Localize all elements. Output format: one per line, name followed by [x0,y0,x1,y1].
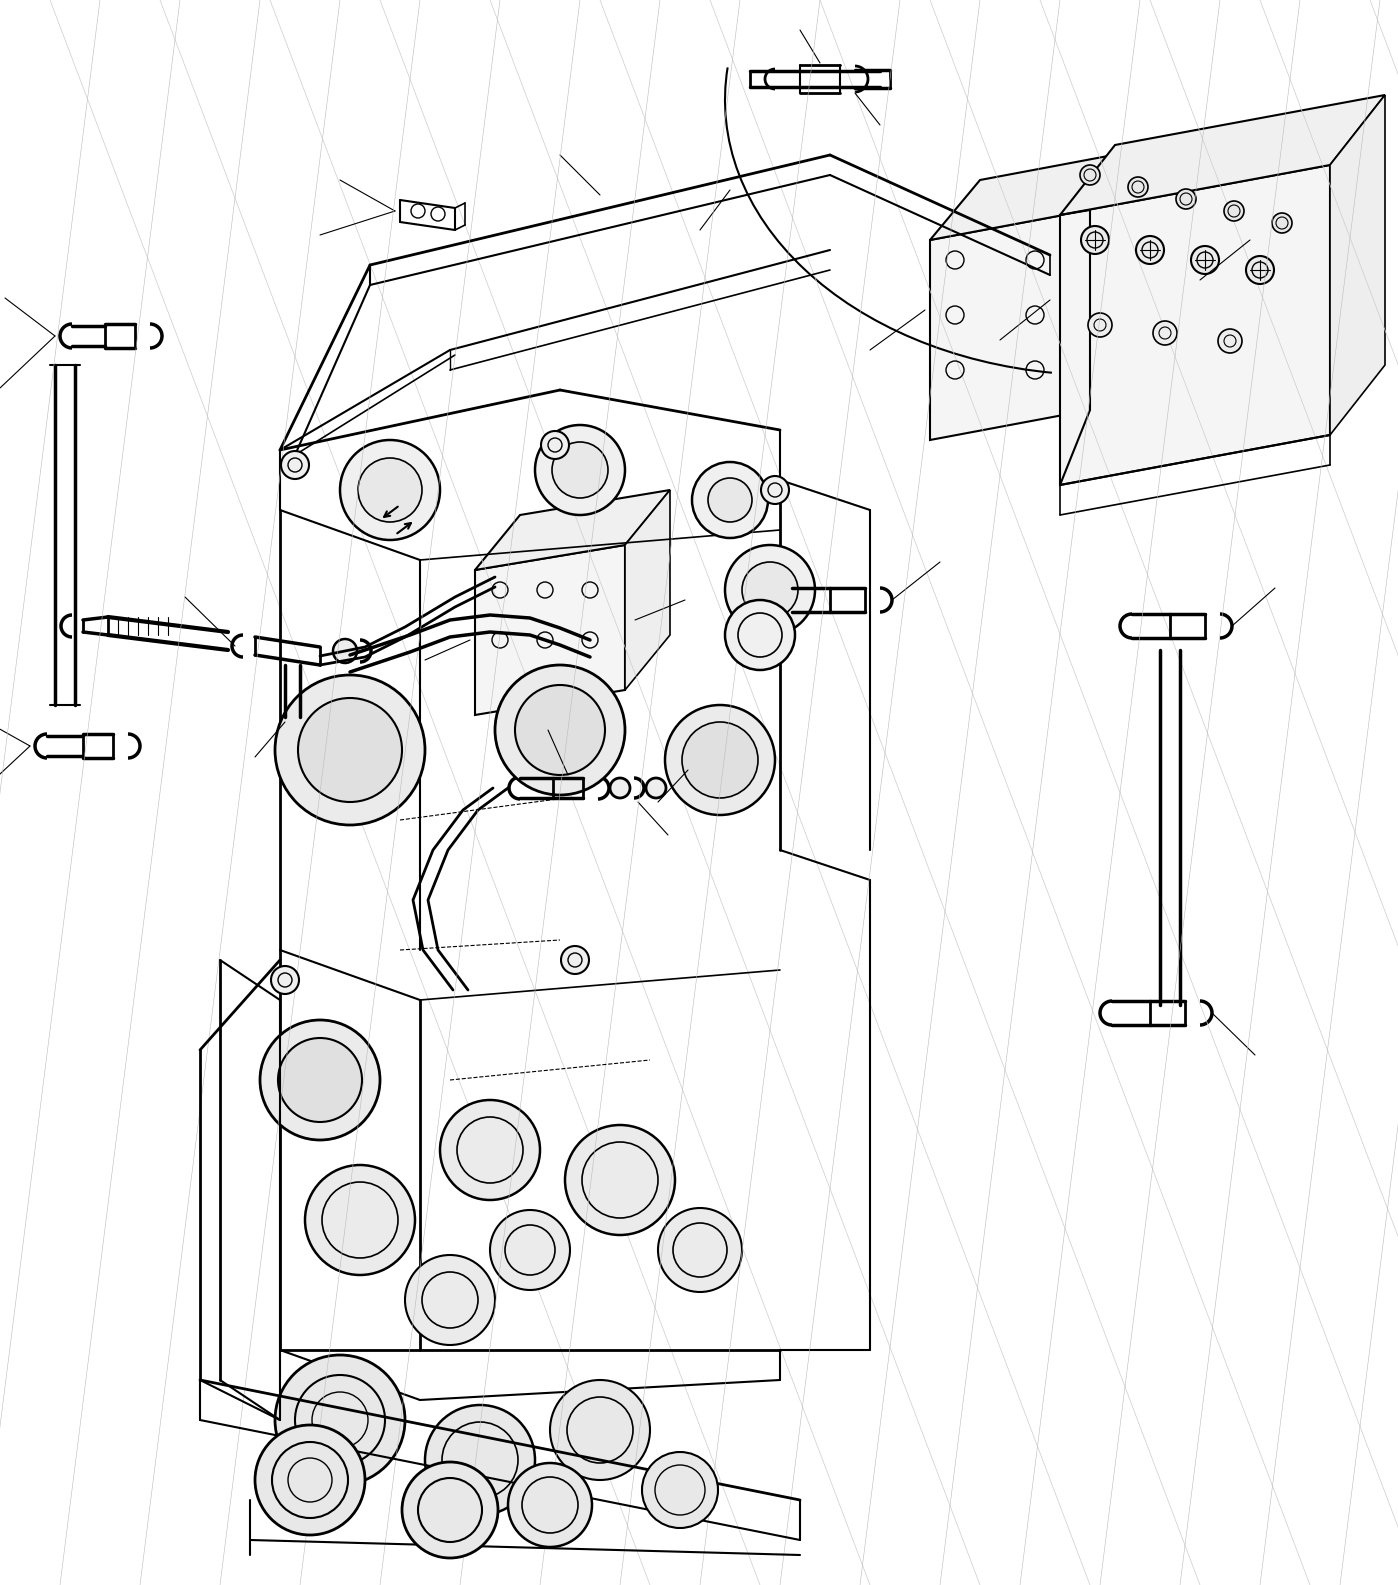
Circle shape [1218,330,1241,353]
Circle shape [707,479,752,521]
Circle shape [425,1404,535,1515]
Circle shape [275,675,425,826]
Circle shape [565,1125,675,1235]
Circle shape [610,778,630,797]
Circle shape [278,1038,362,1122]
Circle shape [281,452,309,479]
Polygon shape [475,545,625,715]
Circle shape [726,601,795,670]
Circle shape [1153,322,1177,346]
Circle shape [761,476,788,504]
Circle shape [692,461,768,537]
Circle shape [552,442,608,498]
Circle shape [541,431,569,460]
Circle shape [726,545,815,636]
Polygon shape [1060,165,1329,485]
Circle shape [514,685,605,775]
Circle shape [333,639,356,663]
Circle shape [535,425,625,515]
Polygon shape [1060,95,1385,216]
Circle shape [405,1255,495,1346]
Circle shape [1137,236,1165,265]
Circle shape [658,1208,742,1292]
Circle shape [642,1452,719,1528]
Circle shape [1088,312,1111,338]
Circle shape [1225,201,1244,220]
Circle shape [358,458,422,521]
Circle shape [1128,178,1148,197]
Circle shape [682,723,758,797]
Circle shape [491,1209,570,1290]
Circle shape [275,1355,405,1485]
Circle shape [665,705,774,815]
Polygon shape [625,490,670,689]
Circle shape [403,1461,498,1558]
Circle shape [1191,246,1219,274]
Circle shape [271,965,299,994]
Circle shape [1176,189,1197,209]
Circle shape [742,563,798,618]
Polygon shape [930,209,1090,441]
Polygon shape [930,151,1139,239]
Circle shape [1272,212,1292,233]
Circle shape [507,1463,591,1547]
Circle shape [305,1165,415,1274]
Circle shape [1081,165,1100,185]
Circle shape [1246,257,1274,284]
Circle shape [646,778,665,797]
Circle shape [1081,227,1109,254]
Circle shape [495,666,625,796]
Polygon shape [1329,95,1385,434]
Polygon shape [475,490,670,571]
Circle shape [440,1100,540,1200]
Circle shape [260,1021,380,1140]
Circle shape [561,946,589,975]
Circle shape [298,697,403,802]
Circle shape [254,1425,365,1534]
Circle shape [340,441,440,540]
Circle shape [549,1381,650,1480]
